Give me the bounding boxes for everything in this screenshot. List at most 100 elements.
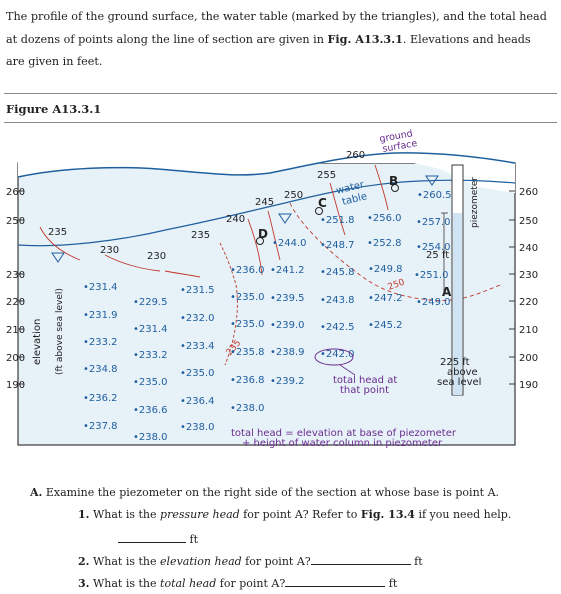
head-value: •231.9: [83, 310, 118, 321]
contour-250: [289, 202, 501, 301]
head-value: •251.8: [320, 215, 355, 226]
contour-255: [329, 182, 346, 236]
piezometer-height-label: 25 ft: [426, 250, 449, 261]
right-tick-230: 230: [519, 270, 538, 281]
left-tick-250: 250: [6, 216, 25, 227]
contour-label-260: 260: [346, 150, 365, 161]
head-value: •233.4: [180, 341, 215, 352]
sky-area: [18, 161, 515, 193]
head-value: •239.2: [270, 376, 305, 387]
question-2: 2. What is the elevation head for point …: [78, 553, 423, 568]
head-value: •231.5: [180, 285, 215, 296]
total-head-label-1: total head at: [333, 375, 397, 386]
head-value: •236.8: [230, 375, 265, 386]
head-value: •249.0: [416, 297, 451, 308]
point-label-b: B: [389, 174, 398, 188]
water-table-triangle-left: [51, 252, 65, 263]
right-tick-220: 220: [519, 297, 538, 308]
water-table-line: [17, 179, 516, 247]
equation-line-2: + height of water column in piezometer: [242, 438, 443, 449]
left-tick-220: 220: [6, 297, 25, 308]
head-value: •233.2: [83, 337, 118, 348]
contour-245: [267, 210, 281, 261]
contour-label-250: 250: [284, 190, 303, 201]
head-value: •242.0: [320, 349, 355, 360]
contour-label-230-a: 230: [100, 245, 119, 256]
cross-section-figure: 260 250 230 220 210 200 190 260 250 240 …: [6, 128, 538, 449]
answer-1-blank[interactable]: [118, 531, 186, 543]
head-value: •245.2: [368, 320, 403, 331]
contour-230-a: [104, 254, 161, 272]
right-tick-250: 250: [519, 216, 538, 227]
head-value: •235.8: [230, 347, 265, 358]
contour-label-230-b: 230: [147, 251, 166, 262]
head-value: •236.2: [83, 393, 118, 404]
head-value: •241.2: [270, 265, 305, 276]
contour-230-b: [164, 270, 201, 278]
point-labels: B C D A: [258, 174, 452, 299]
head-value: •257.0: [416, 217, 451, 228]
head-value: •229.5: [133, 297, 168, 308]
head-value: •235.0: [180, 368, 215, 379]
question-a: A. Examine the piezometer on the right s…: [30, 486, 500, 499]
head-value: •256.0: [367, 213, 402, 224]
axis-ticks: [18, 190, 515, 385]
head-value: •238.0: [230, 403, 265, 414]
equipotential-contours: [39, 164, 501, 366]
figure-frame: [17, 162, 516, 446]
head-value: •231.4: [133, 324, 168, 335]
above-ground-area: [18, 152, 515, 177]
contour-235-left: [39, 226, 81, 261]
head-value: •236.4: [180, 396, 215, 407]
head-value: •245.8: [320, 267, 355, 278]
total-head-label-2: that point: [340, 385, 389, 396]
head-value: •235.0: [230, 319, 265, 330]
contour-label-235-left: 235: [48, 227, 67, 238]
head-value: •236.0: [230, 265, 265, 276]
head-value: •237.8: [83, 421, 118, 432]
point-label-c: C: [318, 196, 327, 210]
highlight-242: [314, 348, 354, 366]
contour-260: [374, 164, 389, 211]
water-table-markers: [51, 175, 439, 263]
question-1: 1. What is the pressure head for point A…: [78, 508, 512, 521]
head-value: •249.8: [368, 264, 403, 275]
head-value: •232.0: [180, 313, 215, 324]
left-tick-210: 210: [6, 325, 25, 336]
head-value: •238.9: [270, 347, 305, 358]
intro-paragraph: The profile of the ground surface, the w…: [6, 6, 551, 73]
point-label-a: A: [442, 285, 452, 299]
contour-235: [219, 242, 238, 366]
piezometer-label: piezometer: [470, 177, 480, 228]
answer-2-blank[interactable]: [310, 553, 411, 565]
question-3: 3. What is the total head for point A? f…: [78, 575, 398, 590]
head-value: •247.2: [368, 293, 403, 304]
intro-figure-ref: Fig. A13.3.1: [327, 32, 403, 46]
head-value: •244.0: [272, 238, 307, 249]
datum-label-225: 225 ft: [440, 357, 470, 368]
contour-240: [247, 218, 263, 276]
head-value: •235.0: [133, 377, 168, 388]
contour-label-240: 240: [226, 214, 245, 225]
head-value: •242.5: [320, 322, 355, 333]
left-axis-labels: 260 250 230 220 210 200 190: [6, 187, 25, 391]
ground-surface-line: [17, 152, 516, 178]
right-tick-200: 200: [519, 353, 538, 364]
head-value: •234.8: [83, 364, 118, 375]
head-value: •239.5: [270, 293, 305, 304]
intro-text-1: The profile of the ground surface, the w…: [6, 10, 547, 46]
left-tick-200: 200: [6, 353, 25, 364]
point-label-d: D: [258, 227, 268, 241]
answer-1[interactable]: ft: [118, 531, 198, 546]
piezometer-water-column: [453, 213, 462, 395]
divider-figure: [4, 122, 557, 123]
axis-title: elevation: [32, 319, 43, 365]
head-value: •231.4: [83, 282, 118, 293]
water-table-triangle-mid: [278, 213, 292, 224]
head-value: •248.7: [320, 240, 355, 251]
contour-label-255: 255: [317, 170, 336, 181]
figure-title: Figure A13.3.1: [6, 102, 102, 116]
equation-line-1: total head = elevation at base of piezom…: [231, 428, 457, 439]
head-value: •236.6: [133, 405, 168, 416]
answer-3-blank[interactable]: [285, 575, 386, 587]
